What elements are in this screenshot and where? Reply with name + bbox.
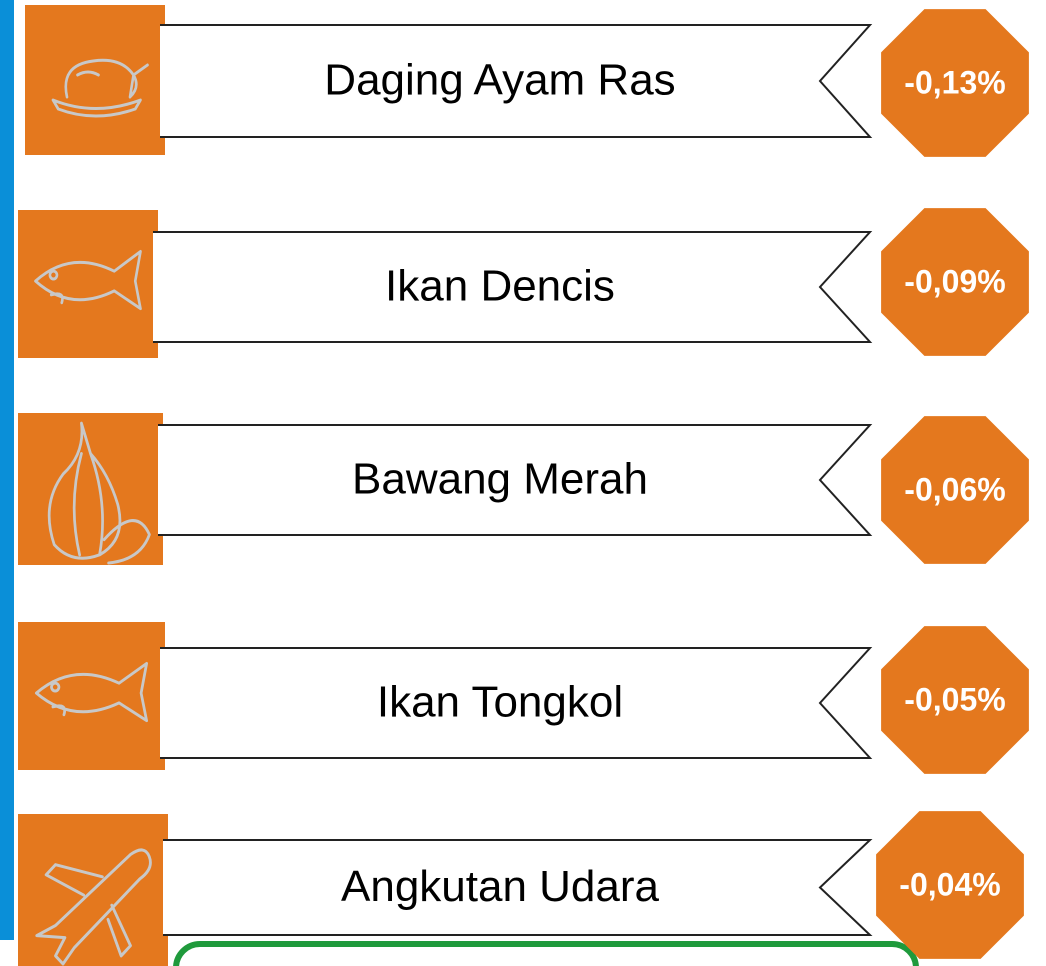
item-row: Daging Ayam Ras -0,13%	[25, 5, 1029, 157]
item-row: Ikan Dencis -0,09%	[18, 208, 1029, 358]
ribbon	[160, 647, 873, 759]
icon	[34, 249, 142, 311]
value-badge	[876, 811, 1024, 959]
item-label: Ikan Tongkol	[377, 678, 623, 727]
item-label: Angkutan Udara	[341, 862, 660, 911]
value-badge	[881, 208, 1029, 356]
item-label: Daging Ayam Ras	[324, 56, 675, 105]
icon	[35, 848, 152, 966]
item-row: Angkutan Udara -0,04%	[18, 811, 1024, 966]
ribbon	[160, 24, 873, 138]
ribbon	[163, 839, 873, 936]
icon	[34, 661, 149, 723]
item-value: -0,09%	[904, 263, 1005, 299]
bottom-box	[173, 941, 919, 966]
value-badge	[881, 9, 1029, 157]
value-badge	[881, 416, 1029, 564]
icon	[51, 58, 149, 118]
ribbon	[158, 424, 873, 536]
item-row: Ikan Tongkol -0,05%	[18, 622, 1029, 774]
item-value: -0,04%	[899, 866, 1000, 902]
value-badge	[881, 626, 1029, 774]
item-value: -0,13%	[904, 64, 1005, 100]
item-value: -0,06%	[904, 471, 1005, 507]
icon	[47, 421, 151, 565]
icon-tile	[18, 413, 163, 565]
item-label: Ikan Dencis	[385, 262, 615, 311]
item-value: -0,05%	[904, 681, 1005, 717]
side-bar	[0, 0, 14, 940]
ribbon	[153, 231, 873, 343]
icon-tile	[25, 5, 165, 155]
item-label: Bawang Merah	[352, 455, 648, 504]
item-row: Bawang Merah -0,06%	[18, 413, 1029, 565]
